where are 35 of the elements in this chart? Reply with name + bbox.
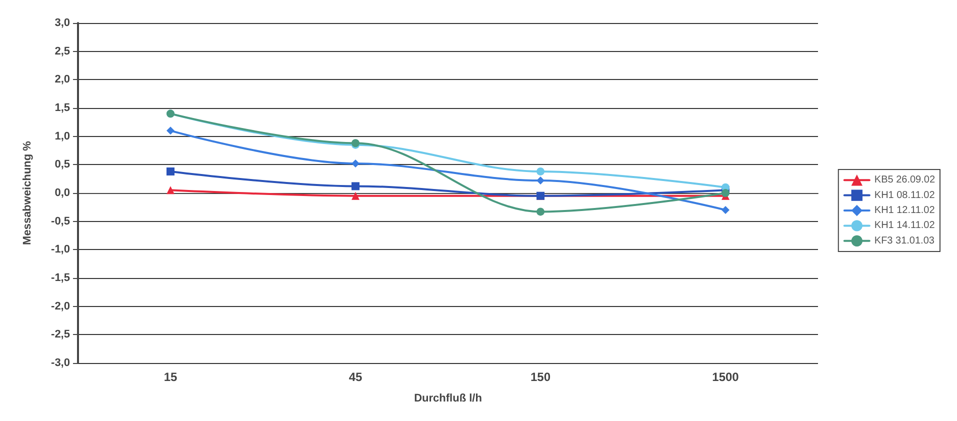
point — [536, 167, 544, 176]
y-tick-label: 0,5 — [54, 158, 70, 171]
y-tick-label: -2,0 — [51, 300, 70, 312]
y-tick-label: -0,5 — [51, 215, 70, 228]
y-tick-label: 0,0 — [54, 187, 70, 199]
y-tick-label: -2,5 — [51, 328, 70, 341]
y-tick-label: 1,0 — [54, 130, 70, 142]
x-tick-label: 15 — [164, 370, 178, 384]
y-tick-label: -1,0 — [51, 244, 70, 256]
y-axis-title: Messabweichung % — [22, 140, 34, 245]
legend-label: KF3 31.01.03 — [874, 235, 935, 246]
x-tick-label: 45 — [348, 370, 362, 384]
legend-label: KH1 08.11.02 — [874, 190, 936, 201]
legend-label: KH1 12.11.02 — [874, 205, 936, 216]
point — [166, 167, 174, 176]
point — [536, 208, 544, 216]
point — [722, 189, 730, 197]
point — [536, 176, 544, 185]
y-tick-label: 2,5 — [54, 45, 70, 58]
y-tick-label: 3,0 — [54, 17, 70, 29]
point — [722, 206, 730, 214]
x-tick-label: 150 — [530, 370, 551, 384]
point — [352, 182, 360, 190]
y-tick-label: -1,5 — [51, 272, 70, 284]
legend-label: KB5 26.09.02 — [874, 174, 936, 186]
point — [166, 186, 174, 194]
x-axis-title: Durchfluß l/h — [414, 392, 482, 404]
legend-label: KH1 14.11.02 — [874, 220, 936, 232]
y-tick-label: -3,0 — [51, 357, 70, 369]
y-tick-label: 2,0 — [54, 74, 70, 86]
point — [352, 192, 360, 200]
x-tick-label: 1500 — [712, 370, 740, 384]
y-tick-label: 1,5 — [54, 102, 70, 114]
point — [166, 126, 174, 135]
point — [352, 160, 360, 168]
